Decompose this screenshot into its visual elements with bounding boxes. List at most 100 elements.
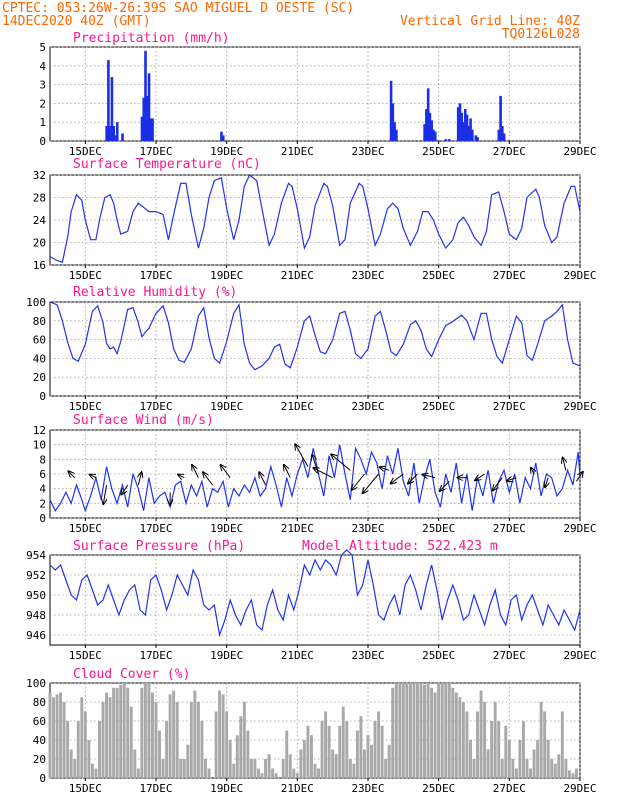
precip-bar [425,109,428,141]
rh-title: Relative Humidity (%) [73,285,237,300]
cloud-column [490,721,494,778]
cloud-column [522,721,525,778]
cloud-column [105,692,108,778]
temp-xtick-label: 27DEC [493,269,526,282]
precip-bar [430,120,433,141]
wind-vector-arrow [422,474,436,477]
precip-bar [465,114,469,141]
precip-ytick-label: 4 [39,60,46,73]
cloud-column [543,711,547,778]
precip-xtick-label: 17DEC [139,145,172,158]
cloud-column [274,773,278,778]
cloud-column [48,692,52,778]
temp-panel: 16 20 24 28 32 15DEC 17DEC 19DEC 21DEC 23DEC 25DEC… [33,157,597,282]
cloud-column [73,759,77,778]
cloud-column [536,740,540,778]
cloud-column [271,768,275,778]
cloud-column [295,773,299,778]
temp-title: Surface Temperature (nC) [73,157,261,172]
header-model: TQ0126L028 [502,27,580,42]
wind-vector-arrow [68,471,76,479]
rh-xtick-label: 29DEC [563,400,596,413]
wind-xtick-label: 27DEC [493,522,526,535]
cloud-column [571,773,575,778]
temp-ytick-label: 20 [33,237,46,250]
cloud-column [115,687,119,778]
cloud-column [504,725,508,778]
cloud-column [257,768,260,778]
cloud-column [550,759,554,778]
cloud-column [532,749,536,778]
temp-xtick-label: 25DEC [422,269,455,282]
cloud-column [80,697,84,778]
cloud-xtick-label: 23DEC [351,782,384,795]
cloud-column [140,687,144,778]
wind-ytick-label: 6 [39,468,46,481]
cloud-column [147,683,151,778]
cloud-column [288,754,292,778]
cloud-column [458,697,462,778]
cloud-column [59,692,63,778]
precip-bar [395,129,398,141]
cloud-column [260,773,264,778]
precip-bar [145,95,149,141]
precip-bar [423,124,426,141]
precip-bar [448,139,451,141]
cloud-column [98,721,101,778]
precip-ytick-label: 0 [39,135,46,148]
cloud-column [158,730,161,778]
rh-ytick-label: 60 [33,334,46,347]
cloud-column [90,763,94,778]
wind-vector-arrow [121,484,129,495]
wind-vector-arrow [408,473,418,484]
cloud-panel: 0 20 40 60 80 100 15DEC 17DEC 19DEC 21DEC 23DEC 25D… [26,667,596,795]
cloud-column [355,730,359,778]
precip-bar [471,129,474,141]
cloud-ytick-label: 100 [26,677,46,690]
cloud-column [564,759,568,778]
cloud-column [218,690,222,778]
cloud-column [182,759,186,778]
cloud-column [175,702,179,778]
rh-xtick-label: 15DEC [69,400,102,413]
cloud-column [553,763,557,778]
wind-ytick-label: 0 [39,512,46,525]
cloud-column [76,721,80,778]
cloud-column [108,697,112,778]
precip-bar [458,103,462,141]
precip-xtick-label: 29DEC [563,145,596,158]
cloud-column [165,721,169,778]
rh-xtick-label: 21DEC [281,400,314,413]
cloud-column [299,749,303,778]
cloud-column [514,768,518,778]
precip-bar [221,135,225,141]
precip-bar [151,118,154,141]
precip-bar [497,129,501,141]
wind-vector-arrow [103,484,106,504]
precip-xtick-label: 15DEC [69,145,102,158]
cloud-column [126,687,130,778]
wind-vector-arrow [380,467,390,470]
precip-bar [460,112,464,141]
cloud-column [451,687,455,778]
wind-ytick-label: 4 [39,483,46,496]
cloud-column [363,749,366,778]
cloud-column [101,702,105,778]
cloud-column [507,740,511,778]
cloud-column [292,768,296,778]
wind-vector-arrow [576,472,582,482]
cloud-column [55,694,59,778]
temp-ytick-label: 16 [33,259,46,272]
cloud-column [560,711,564,778]
wind-ytick-label: 2 [39,497,46,510]
cloud-column [348,759,352,778]
wind-title: Surface Wind (m/s) [73,413,214,428]
cloud-column [419,683,423,778]
cloud-column [341,706,345,778]
cloud-column [373,721,377,778]
precip-bar [469,118,472,141]
precip-bar [114,135,117,141]
cloud-column [285,730,289,778]
cloud-ytick-label: 20 [33,753,46,766]
